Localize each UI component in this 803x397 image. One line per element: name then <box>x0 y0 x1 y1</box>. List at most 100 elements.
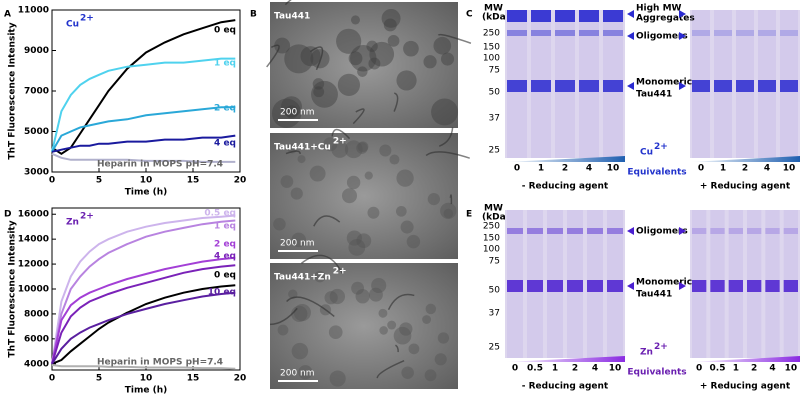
y-tick-label: 8000 <box>24 309 49 319</box>
em-particle <box>290 187 303 200</box>
mw-marker: 150 <box>483 43 500 53</box>
ion-charge: 2+ <box>654 142 668 152</box>
band <box>531 30 551 36</box>
band <box>547 228 563 234</box>
em-particle <box>378 308 388 318</box>
em-particle <box>427 192 440 206</box>
em-particle <box>425 303 437 315</box>
em-particle <box>387 320 397 330</box>
em-fibril <box>425 151 470 159</box>
em-particle <box>350 15 360 25</box>
em-particle <box>403 40 419 57</box>
em-particle <box>437 332 450 344</box>
mw-marker: 25 <box>489 343 500 353</box>
band <box>736 30 754 36</box>
condition-label: + Reducing agent <box>700 382 791 392</box>
lane-label: 10 <box>783 164 796 174</box>
band <box>507 80 527 92</box>
em-particle <box>387 35 400 47</box>
em-particle <box>314 270 326 283</box>
band <box>555 80 575 92</box>
em-fibril <box>395 344 399 353</box>
em-particle <box>328 325 343 340</box>
x-tick-label: 15 <box>187 176 200 186</box>
band <box>783 280 798 292</box>
em-particle <box>329 370 346 387</box>
em-particle <box>329 288 346 305</box>
annotation: Aggregates <box>636 14 695 24</box>
mw-marker: 250 <box>483 29 500 39</box>
panel-letter: C <box>466 10 473 20</box>
series-line <box>51 19 236 155</box>
band <box>780 80 798 92</box>
series-line <box>51 264 236 365</box>
em-particle <box>383 18 397 32</box>
panel-letter: A <box>4 10 11 20</box>
band <box>728 280 743 292</box>
x-tick-label: 10 <box>140 374 153 384</box>
em-particle <box>297 155 306 164</box>
mw-unit: (kDa) <box>482 13 510 23</box>
band <box>603 10 623 22</box>
gel <box>505 10 625 158</box>
arrow <box>679 10 686 18</box>
mw-marker: 50 <box>489 286 501 296</box>
em-particle <box>408 343 420 355</box>
em-fibril <box>284 0 292 6</box>
em-particle <box>346 175 361 190</box>
gradient-wedge <box>690 356 800 362</box>
em-particle <box>364 171 373 180</box>
em-particle <box>341 188 358 204</box>
annotation: Oligomers <box>636 227 688 237</box>
em-particle <box>369 287 383 302</box>
annotation: Monomeric <box>636 278 692 288</box>
y-axis-label: ThT Fluorescence Intensity <box>8 220 18 357</box>
em-particle <box>424 369 437 382</box>
y-tick-label: 7000 <box>24 87 49 97</box>
series-label: 1 eq <box>214 59 236 69</box>
em-particle <box>356 233 372 249</box>
y-tick-label: 16000 <box>18 210 49 220</box>
em-particle <box>293 303 311 322</box>
em-particle <box>285 105 299 119</box>
em-particle <box>371 277 387 294</box>
lane-label: 0 <box>512 364 518 374</box>
ion-label: Zn <box>640 348 653 358</box>
x-axis-label: Time (h) <box>125 386 167 396</box>
em-particle <box>399 322 413 336</box>
lane-label: 1 <box>538 164 544 174</box>
arrow <box>679 32 686 40</box>
em-particle <box>312 78 325 90</box>
y-tick-label: 11000 <box>18 6 49 16</box>
gradient-wedge <box>690 156 800 162</box>
mw-marker: 25 <box>489 146 500 156</box>
gradient-wedge <box>505 156 625 162</box>
em-particle <box>337 73 361 97</box>
em-particle <box>346 230 362 246</box>
series-line <box>51 57 236 153</box>
lane-label: 4 <box>769 364 775 374</box>
em-particle <box>434 353 447 366</box>
band <box>531 80 551 92</box>
em-particle <box>281 96 302 118</box>
arrow <box>679 282 686 290</box>
series-line <box>51 291 236 365</box>
band <box>603 30 623 36</box>
mw-marker: 75 <box>489 66 500 76</box>
band <box>507 10 527 22</box>
scale-label: 200 nm <box>280 239 315 249</box>
image-charge: 2+ <box>333 267 347 277</box>
lane-label: 0 <box>698 164 704 174</box>
em-particle <box>280 175 294 188</box>
em-particle <box>313 86 325 98</box>
lane-label: 10 <box>609 364 622 374</box>
scale-label: 200 nm <box>280 108 315 118</box>
em-particle <box>344 140 363 159</box>
band <box>507 228 523 234</box>
em-particle <box>291 232 306 248</box>
gel-background <box>690 210 800 358</box>
arrow <box>679 227 686 235</box>
em-background <box>270 2 458 128</box>
band <box>692 30 710 36</box>
band <box>710 280 725 292</box>
